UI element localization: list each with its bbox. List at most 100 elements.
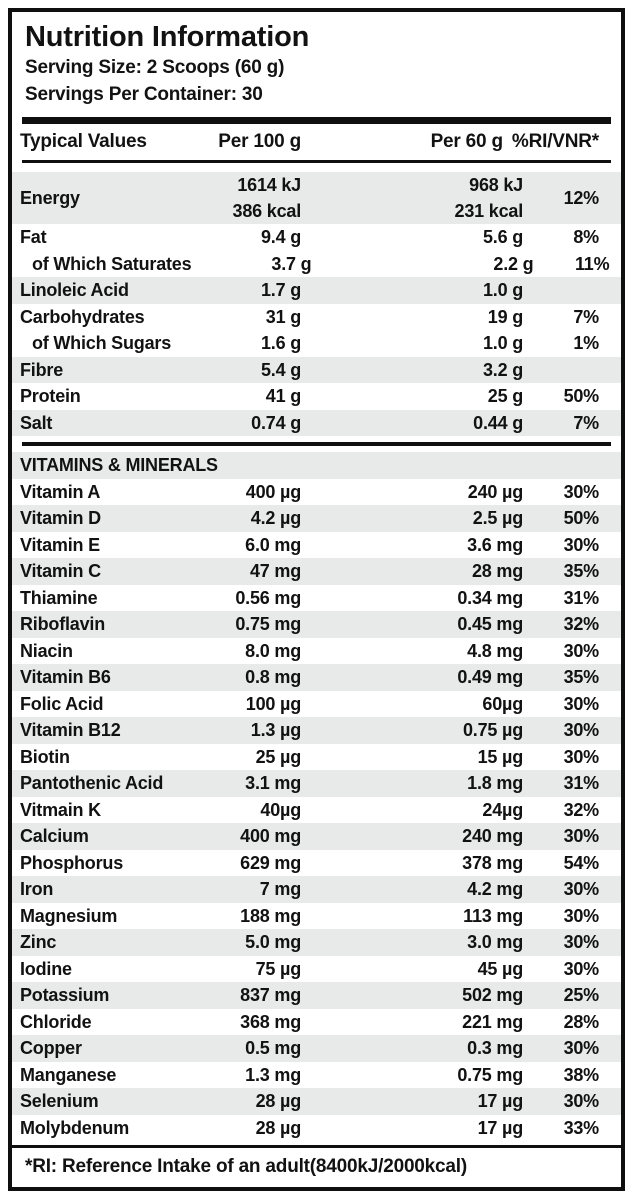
table-row: Magnesium 188 mg 113 mg 30% [12, 903, 621, 930]
row-value-per-60g: 0.75 µg [462, 720, 523, 741]
table-row: Phosphorus 629 mg 378 mg 54% [12, 850, 621, 877]
row-label: Iron [20, 879, 54, 900]
row-value-per-100g: 3.1 mg [245, 773, 301, 794]
row-value-per-60g: 28 mg [471, 561, 523, 582]
row-value-per-60g: 3.0 mg [467, 932, 523, 953]
row-value-per-60g: 45 µg [477, 958, 524, 979]
row-value-per-100g: 0.8 mg [245, 667, 301, 688]
row-label: Fibre [20, 359, 64, 380]
row-value-ri-percent: 7% [573, 412, 599, 433]
row-value-per-100g: 837 mg [240, 985, 301, 1006]
row-value-ri-percent: 30% [563, 932, 600, 953]
divider-thick-bar [22, 117, 611, 124]
row-value-per-60g: 17 µg [477, 1091, 524, 1112]
row-value-per-100g: 7 mg [259, 879, 301, 900]
row-value-per-60g: 2.5 µg [472, 508, 523, 529]
row-value-per-60g: 0.34 mg [457, 587, 523, 608]
row-label: Vitmain K [20, 799, 101, 820]
row-value-per-100g: 0.75 mg [235, 614, 301, 635]
row-label: of Which Sugars [32, 333, 172, 354]
table-row: Vitamin C 47 mg 28 mg 35% [12, 558, 621, 585]
row-value-ri-percent: 54% [563, 852, 600, 873]
table-row: Vitamin B6 0.8 mg 0.49 mg 35% [12, 664, 621, 691]
row-value-per-100g: 1.3 mg [245, 1064, 301, 1085]
row-value-per-100g: 629 mg [240, 852, 301, 873]
row-value-ri-percent: 33% [563, 1117, 600, 1138]
row-value-per-100g: 40µg [260, 799, 301, 820]
table-row: Vitamin E 6.0 mg 3.6 mg 30% [12, 532, 621, 559]
row-label: Linoleic Acid [20, 280, 129, 301]
row-value-per-100g: 0.56 mg [235, 587, 301, 608]
table-row: Vitamin D 4.2 µg 2.5 µg 50% [12, 505, 621, 532]
row-value-per-100g: 31 g [265, 306, 301, 327]
row-value-ri-percent: 32% [563, 614, 600, 635]
row-value-per-100g: 400 mg [240, 826, 301, 847]
row-value-ri-percent: 31% [563, 587, 600, 608]
row-value-ri-percent: 35% [563, 667, 600, 688]
row-value-ri-percent: 30% [563, 720, 600, 741]
label-title: Nutrition Information [25, 21, 310, 53]
row-value-per-100g: 100 µg [245, 693, 301, 714]
row-value-ri-percent: 35% [563, 561, 600, 582]
table-row: Iodine 75 µg 45 µg 30% [12, 956, 621, 983]
value-line: 386 kcal [232, 201, 302, 221]
row-value-per-60g: 0.49 mg [457, 667, 523, 688]
row-value-per-100g: 75 µg [255, 958, 302, 979]
row-label: Vitamin A [20, 481, 101, 502]
row-value-ri-percent: 30% [563, 746, 600, 767]
row-value-per-60g: 15 µg [477, 746, 524, 767]
column-header-ri-vnr: %RI/VNR* [511, 131, 599, 152]
table-row: Calcium 400 mg 240 mg 30% [12, 823, 621, 850]
row-label: Vitamin C [20, 561, 101, 582]
row-value-per-60g: 0.3 mg [467, 1038, 523, 1059]
row-value-per-100g: 25 µg [255, 746, 302, 767]
row-label: Manganese [20, 1064, 117, 1085]
table-row: Riboflavin 0.75 mg 0.45 mg 32% [12, 611, 621, 638]
row-value-ri-percent: 32% [563, 799, 600, 820]
row-label: Biotin [20, 746, 70, 767]
table-row: Fat 9.4 g 5.6 g 8% [12, 224, 621, 251]
table-row: Zinc 5.0 mg 3.0 mg 30% [12, 929, 621, 956]
value-line: 1614 kJ [237, 175, 301, 195]
row-label: of Which Saturates [32, 253, 192, 274]
macronutrient-table: Energy 1614 kJ 386 kcal 968 kJ 231 kcal 12… [12, 172, 621, 436]
row-label: Iodine [20, 958, 72, 979]
table-row: of Which Saturates 3.7 g 2.2 g 11% [12, 251, 621, 278]
divider-section-bar [22, 442, 611, 446]
row-value-per-100g: 9.4 g [260, 227, 301, 248]
row-value-per-100g: 28 µg [255, 1091, 302, 1112]
table-row: of Which Sugars 1.6 g 1.0 g 1% [12, 330, 621, 357]
row-value-per-60g: 968 kJ 231 kcal [301, 172, 524, 224]
row-value-per-60g: 60µg [482, 693, 523, 714]
table-row: Potassium 837 mg 502 mg 25% [12, 982, 621, 1009]
row-value-per-60g: 378 mg [462, 852, 523, 873]
row-value-per-60g: 221 mg [462, 1011, 523, 1032]
table-row: Iron 7 mg 4.2 mg 30% [12, 876, 621, 903]
row-value-per-60g: 4.2 mg [467, 879, 523, 900]
row-value-per-100g: 368 mg [240, 1011, 301, 1032]
table-row: Energy 1614 kJ 386 kcal 968 kJ 231 kcal 12… [12, 172, 621, 224]
column-header-per-100g: Per 100 g [218, 131, 301, 152]
row-value-per-60g: 1.0 g [482, 333, 523, 354]
row-label: Vitamin B6 [20, 667, 111, 688]
row-label: Chloride [20, 1011, 92, 1032]
row-value-per-100g: 6.0 mg [245, 534, 301, 555]
column-header-per-60g: Per 60 g [430, 131, 504, 152]
row-value-per-60g: 240 µg [467, 481, 523, 502]
row-value-per-100g: 4.2 µg [250, 508, 301, 529]
row-value-ri-percent: 30% [563, 534, 600, 555]
row-label: Potassium [20, 985, 110, 1006]
row-label: Copper [20, 1038, 82, 1059]
row-value-per-60g: 0.45 mg [457, 614, 523, 635]
row-value-ri-percent: 50% [563, 386, 600, 407]
row-value-ri-percent: 30% [563, 640, 600, 661]
row-value-ri-percent: 1% [573, 333, 599, 354]
row-label: Niacin [20, 640, 73, 661]
row-label: Protein [20, 386, 81, 407]
row-value-per-100g: 400 µg [245, 481, 301, 502]
table-row: Vitmain K 40µg 24µg 32% [12, 797, 621, 824]
row-label: Salt [20, 412, 53, 433]
table-row: Copper 0.5 mg 0.3 mg 30% [12, 1035, 621, 1062]
row-value-ri-percent: 30% [563, 826, 600, 847]
table-row: Biotin 25 µg 15 µg 30% [12, 744, 621, 771]
